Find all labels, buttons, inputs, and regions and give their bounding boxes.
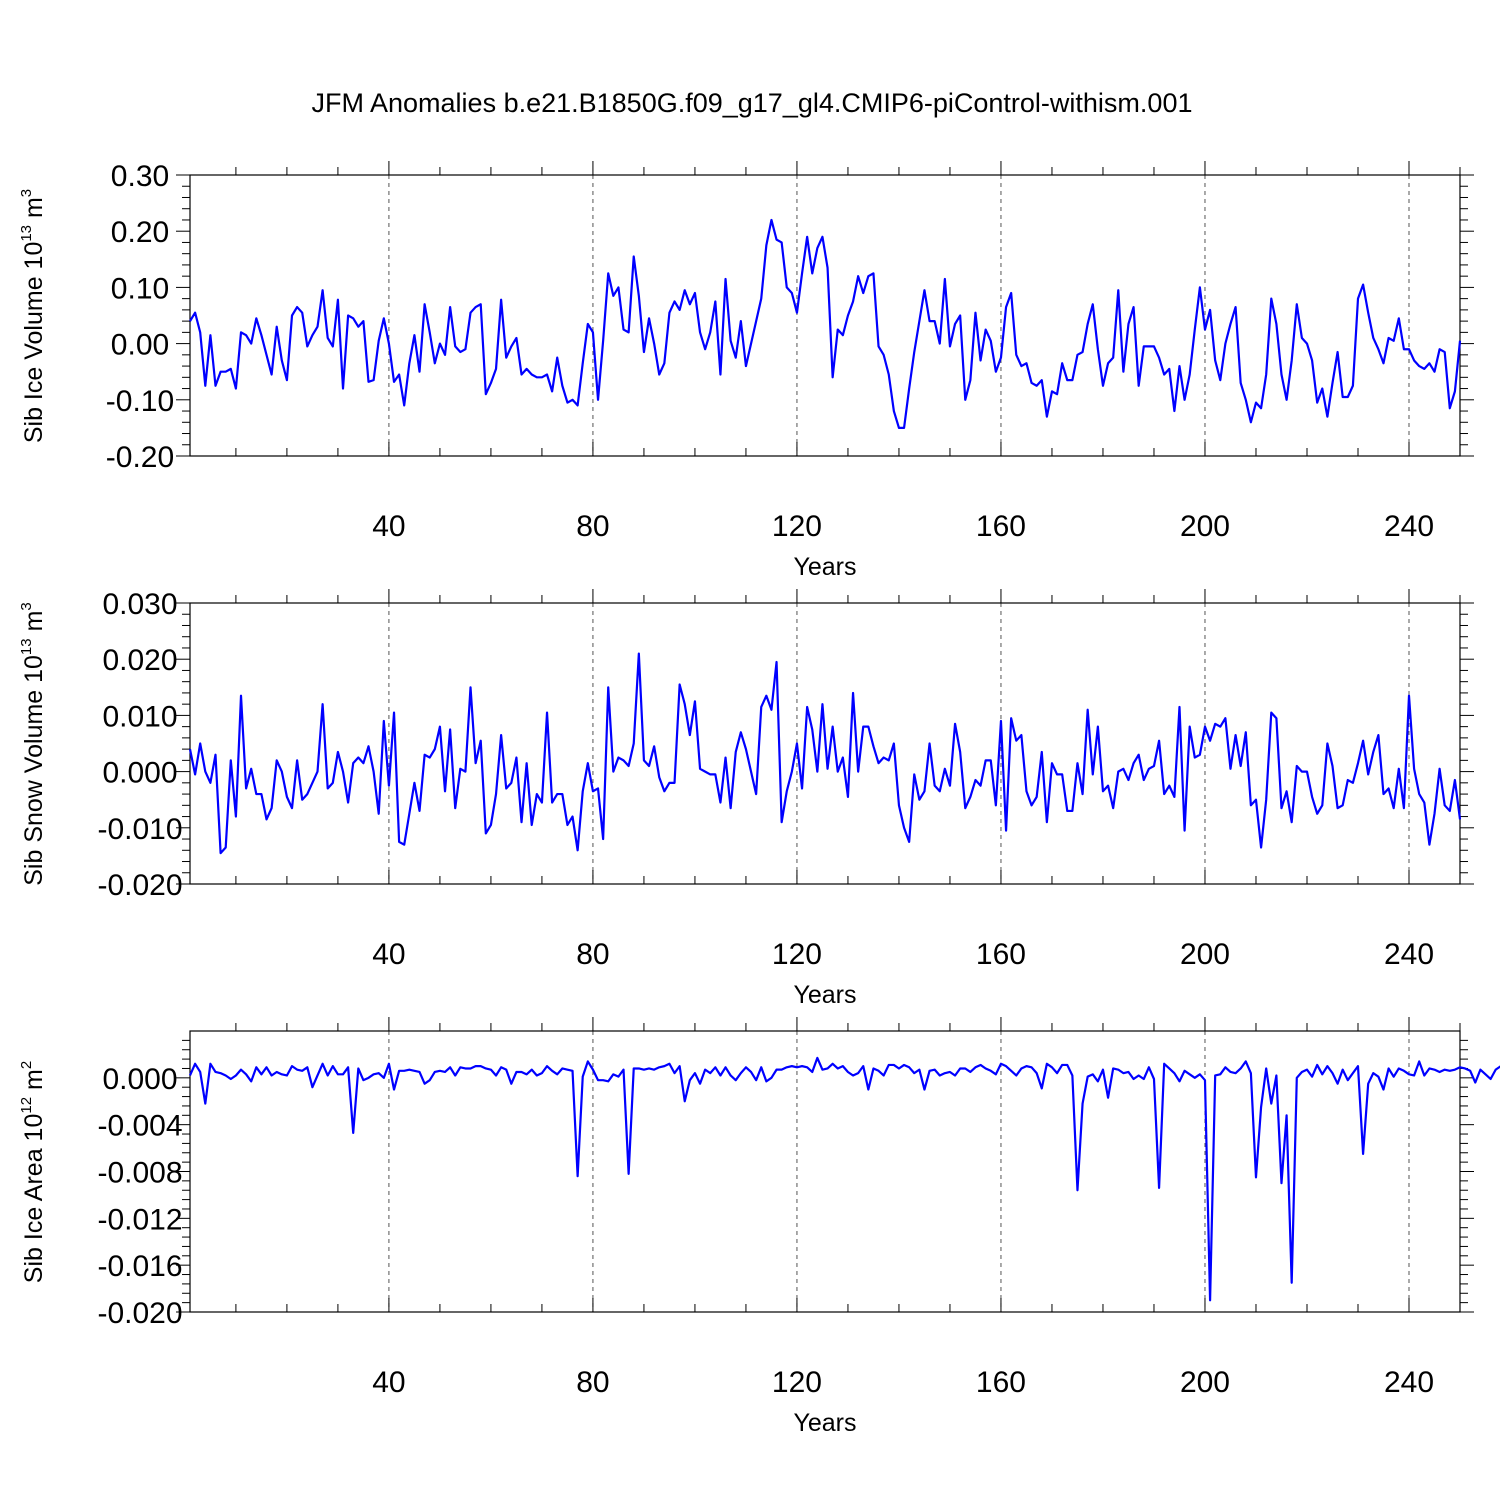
x-tick-label: 240 bbox=[1384, 938, 1434, 971]
plot-frame bbox=[189, 1030, 1461, 1313]
y-tick-label: 0.010 bbox=[102, 700, 177, 733]
panel-3: -0.020 -0.016 -0.012 -0.008 -0.004 0.000 40 80 1… bbox=[18, 1017, 1500, 1437]
y-tick-label: -0.016 bbox=[97, 1250, 182, 1283]
y-tick-label: 0.000 bbox=[102, 757, 177, 790]
x-tick-label: 240 bbox=[1384, 510, 1434, 543]
y-axis-label-main: Sib Snow Volume 10 bbox=[20, 655, 48, 886]
x-tick-label: 80 bbox=[576, 938, 609, 971]
y-axis-label: Sib Ice Volume 1013 m3 bbox=[18, 189, 48, 443]
y-axis-label-unit-exponent: 3 bbox=[18, 602, 35, 610]
y-axis-label-exponent: 12 bbox=[18, 1097, 35, 1114]
x-tick-label: 160 bbox=[976, 938, 1026, 971]
y-axis-label: Sib Ice Area 1012 m2 bbox=[18, 1061, 48, 1283]
x-tick-label: 40 bbox=[372, 1366, 405, 1399]
y-tick-label: -0.012 bbox=[97, 1203, 182, 1236]
x-tick-label: 80 bbox=[576, 510, 609, 543]
series-line bbox=[189, 218, 1462, 429]
y-tick-label: 0.30 bbox=[111, 160, 169, 193]
x-tick-label: 40 bbox=[372, 938, 405, 971]
panel-2: -0.020 -0.010 0.000 0.010 0.020 0.030 40 80 120 1… bbox=[18, 588, 1474, 1009]
y-axis-label-unit-exponent: 2 bbox=[18, 1061, 35, 1069]
x-tick-label: 160 bbox=[976, 510, 1026, 543]
y-tick-label: 0.20 bbox=[111, 216, 169, 249]
y-axis-label-exponent: 13 bbox=[18, 638, 35, 655]
x-axis-label: Years bbox=[793, 553, 856, 581]
figure-title: JFM Anomalies b.e21.B1850G.f09_g17_gl4.C… bbox=[312, 88, 1193, 118]
plot-frame bbox=[189, 174, 1461, 457]
x-tick-label: 240 bbox=[1384, 1366, 1434, 1399]
y-axis-label-unit: m bbox=[20, 197, 48, 225]
panel-1: -0.20 -0.10 0.00 0.10 0.20 0.30 40 80 120 160 200 2… bbox=[18, 160, 1474, 581]
y-axis-label-exponent: 13 bbox=[18, 225, 35, 242]
y-tick-label: 0.10 bbox=[111, 272, 169, 305]
x-tick-label: 160 bbox=[976, 1366, 1026, 1399]
y-axis-label-unit: m bbox=[20, 611, 48, 639]
y-axis-label-unit-exponent: 3 bbox=[18, 189, 35, 197]
y-axis-label-main: Sib Ice Area 10 bbox=[20, 1114, 48, 1284]
x-axis-label: Years bbox=[793, 981, 856, 1009]
y-tick-label: 0.000 bbox=[102, 1063, 177, 1096]
x-tick-label: 200 bbox=[1180, 938, 1230, 971]
x-tick-label: 120 bbox=[772, 510, 822, 543]
y-tick-label: -0.010 bbox=[97, 813, 182, 846]
x-axis-label: Years bbox=[793, 1409, 856, 1437]
y-tick-label: -0.004 bbox=[97, 1110, 182, 1143]
series-line bbox=[188, 1056, 1500, 1302]
chart-panels: -0.20 -0.10 0.00 0.10 0.20 0.30 40 80 120 160 200 2… bbox=[18, 160, 1500, 1437]
y-axis-label-main: Sib Ice Volume 10 bbox=[20, 242, 48, 444]
y-tick-label: -0.10 bbox=[106, 385, 174, 418]
y-tick-label: 0.00 bbox=[111, 329, 169, 362]
x-tick-label: 200 bbox=[1180, 1366, 1230, 1399]
y-axis-label-unit: m bbox=[20, 1069, 48, 1097]
x-tick-label: 200 bbox=[1180, 510, 1230, 543]
y-tick-label: -0.020 bbox=[97, 869, 182, 902]
y-tick-label: -0.020 bbox=[97, 1297, 182, 1330]
series-line bbox=[188, 652, 1462, 855]
x-tick-label: 120 bbox=[772, 1366, 822, 1399]
x-tick-label: 80 bbox=[576, 1366, 609, 1399]
y-tick-label: -0.008 bbox=[97, 1157, 182, 1190]
x-tick-label: 40 bbox=[372, 510, 405, 543]
y-axis-label: Sib Snow Volume 1013 m3 bbox=[18, 602, 48, 886]
y-tick-label: 0.030 bbox=[102, 588, 177, 621]
y-tick-label: 0.020 bbox=[102, 644, 177, 677]
x-tick-label: 120 bbox=[772, 938, 822, 971]
plot-frame bbox=[189, 602, 1461, 885]
y-tick-label: -0.20 bbox=[106, 441, 174, 474]
